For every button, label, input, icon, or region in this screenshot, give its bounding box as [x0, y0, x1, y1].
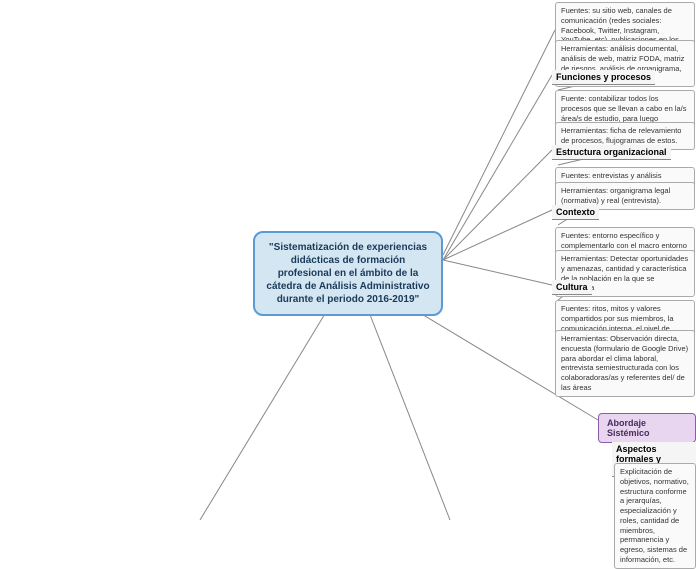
cultura-text-2: Herramientas: Observación directa, encue… [561, 334, 688, 392]
cultura-header-label: Cultura [556, 282, 588, 292]
funciones-text-2: Herramientas: ficha de relevamiento de p… [561, 126, 681, 145]
contexto-header[interactable]: Contexto [552, 205, 599, 220]
aspectos-text: Explicitación de objetivos, normativo, e… [620, 467, 689, 564]
contexto-text-1: Fuentes: entorno específico y complement… [561, 231, 687, 250]
funciones-header[interactable]: Funciones y procesos [552, 70, 655, 85]
contexto-header-label: Contexto [556, 207, 595, 217]
cultura-header[interactable]: Cultura [552, 280, 592, 295]
aspectos-box: Explicitación de objetivos, normativo, e… [614, 463, 696, 569]
estructura-header[interactable]: Estructura organizacional [552, 145, 671, 160]
estructura-header-label: Estructura organizacional [556, 147, 667, 157]
central-title: "Sistematización de experiencias didácti… [266, 242, 429, 305]
abordaje-node[interactable]: Abordaje Sistémico [598, 413, 696, 443]
cultura-box-2: Herramientas: Observación directa, encue… [555, 330, 695, 397]
central-node[interactable]: "Sistematización de experiencias didácti… [253, 231, 443, 316]
funciones-header-label: Funciones y procesos [556, 72, 651, 82]
estructura-text-2: Herramientas: organigrama legal (normati… [561, 186, 670, 205]
abordaje-label: Abordaje Sistémico [607, 418, 650, 438]
